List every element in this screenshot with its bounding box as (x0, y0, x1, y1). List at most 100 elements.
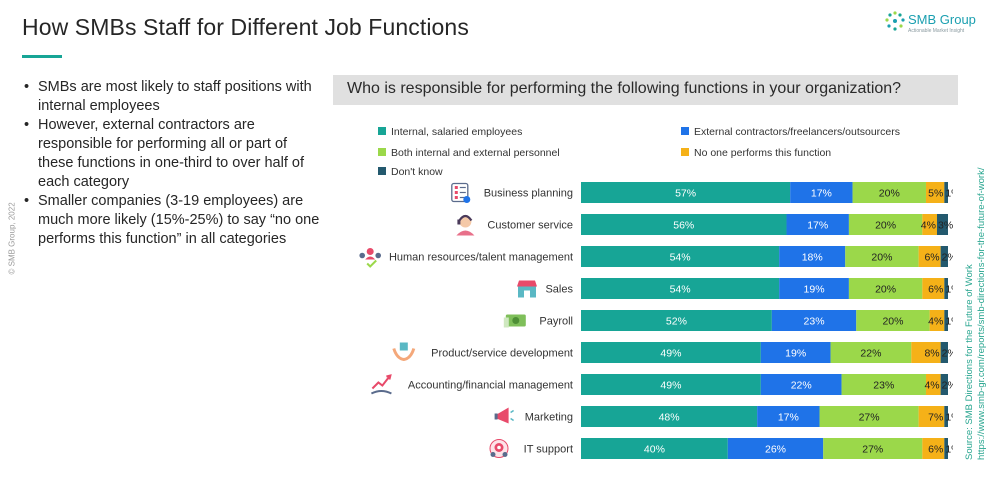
icon-part (359, 252, 365, 259)
data-label: 22% (791, 380, 812, 392)
shop-icon (517, 280, 537, 298)
data-label: 2% (942, 252, 953, 264)
icon-part (512, 317, 520, 324)
source-citation: Source: SMB Directions for the Future of… (964, 168, 988, 460)
bar-segment (856, 310, 930, 331)
key-point: SMBs are most likely to staff positions … (22, 78, 322, 116)
bar-segment (944, 406, 948, 427)
data-label: 18% (802, 252, 823, 264)
bar-segment (922, 438, 945, 459)
bar-segment (581, 438, 728, 459)
category-label: Business planning (484, 188, 573, 200)
source-url: https://www.smb-gr.com/reports/smb-direc… (976, 167, 987, 460)
icon-part (399, 342, 408, 351)
rising-chart-hand-icon (370, 374, 392, 395)
bar-segment (845, 246, 919, 267)
data-label: 56% (673, 220, 694, 232)
bar-segment (922, 214, 937, 235)
icon-part (386, 374, 392, 380)
bar-segment (944, 438, 948, 459)
data-label: 2% (942, 348, 953, 360)
legend-label: Don't know (391, 166, 443, 178)
data-label: 20% (875, 220, 896, 232)
icon-part (496, 407, 509, 424)
data-label: 1% (945, 444, 953, 456)
data-label: 26% (765, 444, 786, 456)
bar-segment (727, 438, 824, 459)
icon-part (503, 317, 509, 328)
bar-segment (830, 342, 912, 363)
key-point: Smaller companies (3-19 employees) are m… (22, 192, 322, 249)
bar-segment (848, 214, 923, 235)
bar-segment (779, 246, 846, 267)
data-label: 17% (811, 188, 832, 200)
data-label: 6% (928, 284, 943, 296)
bar-segment (581, 374, 761, 395)
bar-segment (841, 374, 926, 395)
bar-segment (929, 310, 945, 331)
icon-part (366, 259, 377, 268)
data-label: 27% (859, 412, 880, 424)
key-points-list: SMBs are most likely to staff positions … (22, 78, 322, 249)
bar-segment (581, 278, 780, 299)
data-label: 3% (938, 220, 953, 232)
data-label: 40% (644, 444, 665, 456)
icon-part (490, 452, 496, 457)
data-label: 27% (862, 444, 883, 456)
logo-tagline: Actionable Market Insight (908, 28, 965, 34)
key-point: However, external contractors are respon… (22, 116, 322, 192)
bar-segment (779, 278, 849, 299)
bar-segment (760, 342, 831, 363)
legend-swatch (378, 167, 386, 175)
data-label: 20% (871, 252, 892, 264)
data-label: 57% (675, 188, 696, 200)
bar-segment (760, 374, 842, 395)
icon-part (454, 186, 458, 189)
legend-item-dont-know: Don't know (378, 166, 443, 178)
category-label: Product/service development (431, 348, 573, 360)
bar-segment (944, 278, 948, 299)
data-label: 6% (928, 444, 943, 456)
bar-segment (940, 342, 948, 363)
page-title: How SMBs Staff for Different Job Functio… (22, 14, 469, 40)
bar-segment (936, 214, 948, 235)
icon-part (524, 290, 530, 298)
source-line: Source: SMB Directions for the Future of… (964, 264, 975, 460)
data-label: 23% (804, 316, 825, 328)
data-label: 22% (860, 348, 881, 360)
gear-support-icon (489, 439, 509, 458)
icon-part (458, 214, 473, 222)
icon-part (510, 409, 515, 414)
bar-segment (581, 406, 758, 427)
legend-swatch (681, 127, 689, 135)
bar-segment (786, 214, 849, 235)
customer-service-agent-icon (456, 214, 475, 236)
legend-label: No one performs this function (694, 147, 832, 159)
legend-swatch (378, 148, 386, 156)
data-label: 5% (928, 188, 943, 200)
category-label: Sales (545, 284, 573, 296)
icon-part (370, 390, 392, 395)
data-label: 54% (670, 252, 691, 264)
survey-question-banner: Who is responsible for performing the fo… (333, 75, 958, 105)
data-label: 1% (945, 316, 953, 328)
copyright-notice: © SMB Group, 2022 (7, 202, 17, 275)
bar-segment (581, 310, 772, 331)
bar-segment (852, 182, 926, 203)
data-label: 2% (942, 380, 953, 392)
icon-part (494, 413, 498, 420)
bar-segment (823, 438, 923, 459)
data-label: 8% (924, 348, 939, 360)
icon-part (456, 230, 475, 236)
data-label: 49% (660, 380, 681, 392)
bar-segment (581, 342, 761, 363)
bar-segment (581, 246, 780, 267)
legend-item-external: External contractors/freelancers/outsour… (681, 126, 900, 138)
data-label: 4% (928, 316, 943, 328)
legend-item-internal: Internal, salaried employees (378, 126, 522, 138)
data-label: 54% (670, 284, 691, 296)
bar-segment (925, 374, 941, 395)
legend-swatch (378, 127, 386, 135)
data-label: 7% (928, 412, 943, 424)
icon-part (454, 196, 458, 199)
